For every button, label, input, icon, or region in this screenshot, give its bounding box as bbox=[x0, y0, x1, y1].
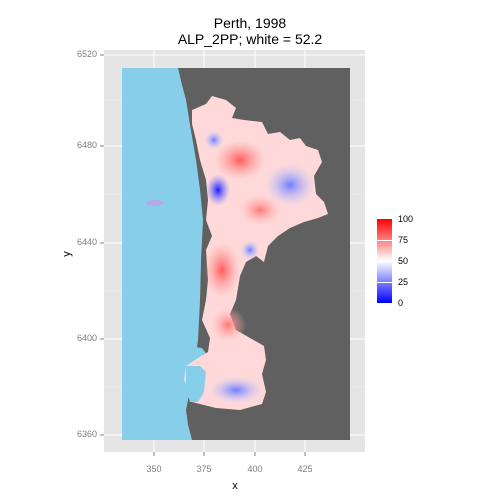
y-tick-label: 6520 bbox=[76, 49, 97, 59]
legend-tick-mark bbox=[377, 282, 392, 283]
legend-tick-label: 50 bbox=[398, 256, 409, 266]
x-tick-label: 375 bbox=[196, 464, 212, 474]
river-channel bbox=[187, 250, 192, 290]
x-tick-label: 425 bbox=[297, 464, 313, 474]
heatmap-region bbox=[184, 96, 328, 410]
y-tick-label: 6480 bbox=[76, 140, 97, 150]
x-axis-title: x bbox=[232, 480, 238, 492]
y-tick-label: 6400 bbox=[76, 333, 97, 343]
legend-tick-label: 75 bbox=[398, 235, 409, 245]
sea-area bbox=[122, 68, 203, 440]
chart-title: Perth, 1998 bbox=[213, 15, 287, 31]
x-tick-label: 400 bbox=[247, 464, 263, 474]
chart-subtitle: ALP_2PP; white = 52.2 bbox=[177, 31, 323, 47]
legend-tick-mark bbox=[377, 261, 392, 262]
lake bbox=[146, 200, 164, 206]
y-tick-label: 6440 bbox=[76, 237, 97, 247]
legend-tick-label: 0 bbox=[398, 298, 404, 308]
legend-tick-label: 25 bbox=[398, 277, 409, 287]
y-axis-title: y bbox=[60, 251, 73, 257]
legend-tick-label: 100 bbox=[398, 214, 414, 224]
y-tick-label: 6360 bbox=[76, 429, 97, 439]
axis-ticks bbox=[100, 54, 306, 456]
x-tick-label: 350 bbox=[146, 464, 162, 474]
legend-tick-mark bbox=[377, 240, 392, 241]
